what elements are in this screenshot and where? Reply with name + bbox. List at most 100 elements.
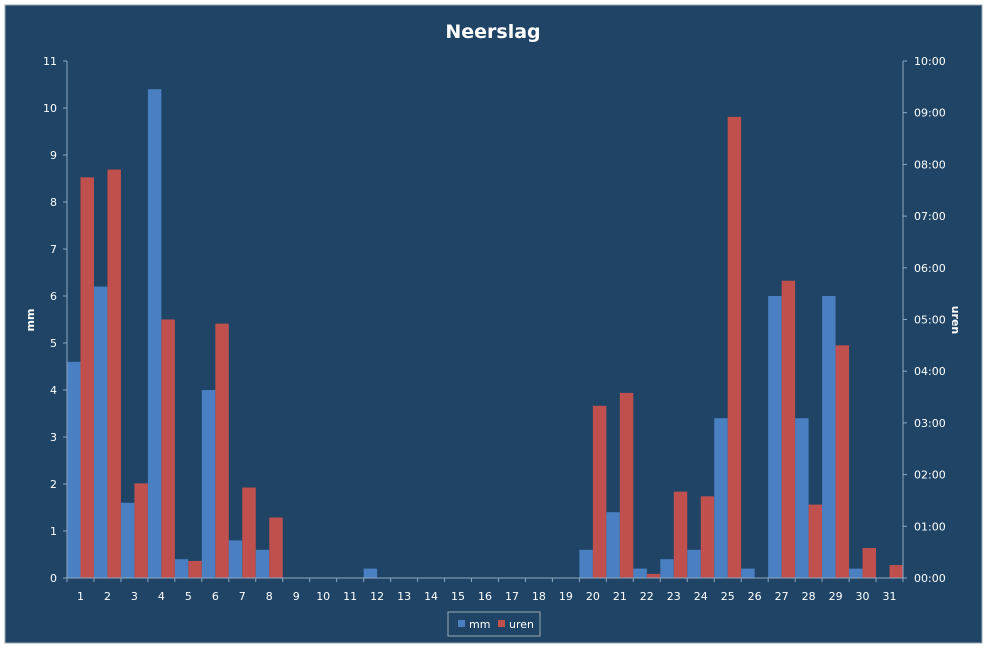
x-tick-label: 18	[532, 590, 546, 603]
bar-uren-7	[242, 487, 256, 578]
bar-mm-26	[741, 568, 755, 578]
y-tick-label-left: 6	[50, 290, 57, 303]
bar-uren-29	[835, 345, 850, 578]
x-tick-label: 11	[343, 590, 357, 603]
bar-uren-24	[700, 496, 715, 578]
bar-mm-21	[606, 512, 620, 578]
x-tick-label: 17	[505, 590, 519, 603]
x-tick-label: 2	[104, 590, 111, 603]
y-tick-label-left: 1	[50, 525, 57, 538]
y-tick-label-left: 2	[50, 478, 57, 491]
x-tick-label: 15	[451, 590, 465, 603]
legend-swatch-uren	[498, 620, 505, 627]
chart-title: Neerslag	[445, 21, 540, 43]
y-axis-title-left: mm	[24, 309, 37, 332]
legend-swatch-mm	[458, 620, 465, 627]
bar-mm-3	[120, 502, 135, 578]
x-tick-label: 14	[424, 590, 438, 603]
y-tick-label-right: 10:00	[914, 55, 946, 68]
bar-mm-25	[714, 418, 728, 578]
bar-uren-8	[269, 517, 283, 578]
bar-mm-22	[633, 568, 647, 578]
bar-uren-31	[889, 565, 903, 578]
x-tick-label: 19	[559, 590, 573, 603]
y-tick-label-left: 3	[50, 431, 57, 444]
x-tick-label: 29	[829, 590, 843, 603]
bar-uren-25	[727, 116, 742, 578]
y-tick-label-right: 01:00	[914, 520, 946, 533]
bar-uren-3	[134, 483, 148, 578]
bar-mm-12	[363, 568, 378, 578]
y-tick-label-right: 00:00	[914, 572, 946, 585]
y-tick-label-left: 11	[43, 55, 57, 68]
bar-mm-30	[849, 568, 863, 578]
x-tick-label: 4	[158, 590, 165, 603]
x-tick-label: 21	[613, 590, 627, 603]
x-tick-label: 30	[856, 590, 870, 603]
x-tick-label: 31	[883, 590, 897, 603]
x-tick-label: 24	[694, 590, 708, 603]
x-tick-label: 22	[640, 590, 654, 603]
legend: mm uren	[447, 611, 541, 637]
y-tick-label-left: 0	[50, 572, 57, 585]
bar-mm-4	[147, 89, 162, 578]
x-tick-label: 5	[185, 590, 192, 603]
bar-uren-23	[673, 491, 688, 578]
bar-mm-29	[822, 296, 836, 578]
x-tick-label: 26	[748, 590, 762, 603]
y-tick-label-left: 10	[43, 102, 57, 115]
x-tick-label: 10	[316, 590, 330, 603]
x-tick-label: 25	[721, 590, 735, 603]
x-tick-label: 20	[586, 590, 600, 603]
bar-mm-20	[579, 549, 593, 578]
bar-uren-5	[188, 560, 202, 578]
bar-mm-6	[201, 390, 216, 578]
bar-uren-27	[781, 280, 796, 578]
y-tick-label-left: 7	[50, 243, 57, 256]
y-tick-label-left: 9	[50, 149, 57, 162]
y-tick-label-right: 08:00	[914, 158, 946, 171]
x-tick-label: 9	[293, 590, 300, 603]
y-tick-label-right: 05:00	[914, 314, 946, 327]
y-axis-title-right: uren	[949, 306, 962, 335]
y-tick-label-left: 5	[50, 337, 57, 350]
x-tick-label: 13	[397, 590, 411, 603]
x-tick-label: 28	[802, 590, 816, 603]
x-tick-label: 12	[370, 590, 384, 603]
bar-mm-24	[687, 549, 701, 578]
x-tick-label: 7	[239, 590, 246, 603]
x-tick-label: 27	[775, 590, 789, 603]
bar-mm-8	[255, 549, 270, 578]
y-tick-label-left: 8	[50, 196, 57, 209]
bar-uren-2	[107, 169, 121, 578]
legend-label-mm: mm	[469, 618, 490, 631]
plot-area: 0123456789101100:0001:0002:0003:0004:000…	[43, 55, 946, 603]
x-tick-label: 23	[667, 590, 681, 603]
x-tick-label: 3	[131, 590, 138, 603]
x-tick-label: 8	[266, 590, 273, 603]
x-tick-label: 6	[212, 590, 219, 603]
y-tick-label-right: 04:00	[914, 365, 946, 378]
legend-label-uren: uren	[509, 618, 534, 631]
bar-uren-22	[646, 573, 661, 578]
y-tick-label-right: 06:00	[914, 262, 946, 275]
x-tick-label: 1	[77, 590, 84, 603]
bar-uren-1	[80, 177, 94, 578]
y-tick-label-right: 02:00	[914, 469, 946, 482]
bar-mm-7	[228, 540, 243, 578]
y-tick-label-right: 07:00	[914, 210, 946, 223]
bar-uren-28	[808, 504, 823, 578]
bar-uren-4	[161, 319, 175, 578]
y-tick-label-right: 03:00	[914, 417, 946, 430]
y-tick-label-left: 4	[50, 384, 57, 397]
x-tick-label: 16	[478, 590, 492, 603]
bar-uren-30	[862, 548, 877, 578]
bar-mm-27	[768, 296, 782, 578]
bar-uren-6	[215, 323, 229, 578]
bar-uren-20	[592, 405, 607, 578]
bar-mm-5	[174, 559, 189, 578]
bar-mm-28	[795, 418, 809, 578]
y-tick-label-right: 09:00	[914, 107, 946, 120]
